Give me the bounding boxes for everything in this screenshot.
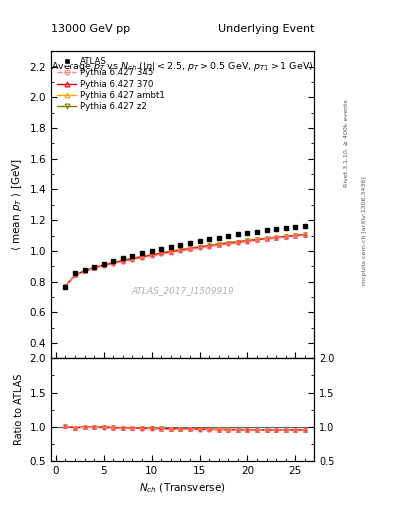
Text: Underlying Event: Underlying Event	[218, 24, 314, 34]
Text: Rivet 3.1.10, ≥ 400k events: Rivet 3.1.10, ≥ 400k events	[344, 99, 349, 187]
Legend: ATLAS, Pythia 6.427 345, Pythia 6.427 370, Pythia 6.427 ambt1, Pythia 6.427 z2: ATLAS, Pythia 6.427 345, Pythia 6.427 37…	[55, 55, 167, 113]
Text: mcplots.cern.ch [arXiv:1306.3436]: mcplots.cern.ch [arXiv:1306.3436]	[362, 176, 367, 285]
Y-axis label: $\langle$ mean $p_T$ $\rangle$ [GeV]: $\langle$ mean $p_T$ $\rangle$ [GeV]	[10, 158, 24, 251]
Text: ATLAS_2017_I1509919: ATLAS_2017_I1509919	[131, 286, 234, 295]
Text: Average $p_T$ vs $N_{ch}$ ($|\eta| < 2.5$, $p_T > 0.5$ GeV, $p_{T1} > 1$ GeV): Average $p_T$ vs $N_{ch}$ ($|\eta| < 2.5…	[51, 60, 314, 73]
Y-axis label: Ratio to ATLAS: Ratio to ATLAS	[14, 374, 24, 445]
Text: 13000 GeV pp: 13000 GeV pp	[51, 24, 130, 34]
X-axis label: $N_{ch}$ (Transverse): $N_{ch}$ (Transverse)	[140, 481, 226, 495]
